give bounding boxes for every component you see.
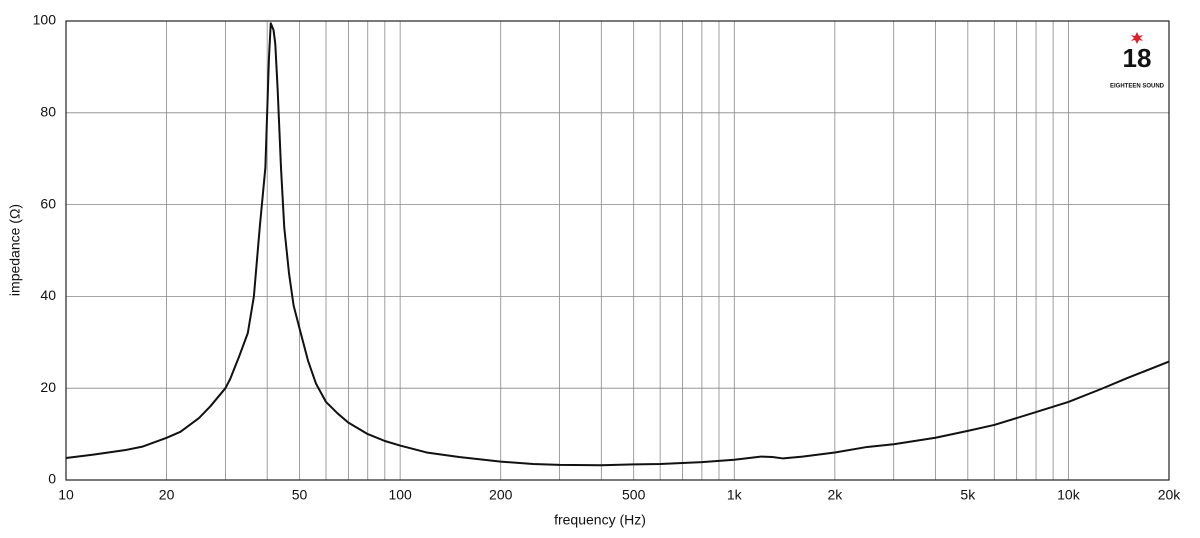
x-tick-label: 10	[58, 487, 74, 503]
y-tick-label: 100	[33, 12, 57, 28]
y-tick-label: 80	[40, 104, 56, 120]
x-tick-label: 50	[292, 487, 308, 503]
x-tick-label: 5k	[960, 487, 976, 503]
y-tick-label: 20	[40, 379, 56, 395]
x-tick-label: 2k	[827, 487, 843, 503]
plot-frame	[66, 21, 1169, 480]
x-tick-label: 20	[159, 487, 175, 503]
x-axis-label: frequency (Hz)	[554, 512, 646, 528]
x-tick-label: 10k	[1057, 487, 1081, 503]
x-tick-label: 500	[622, 487, 646, 503]
x-tick-label: 100	[388, 487, 412, 503]
y-tick-label: 40	[40, 287, 56, 303]
y-tick-label: 0	[48, 471, 56, 487]
x-tick-label: 1k	[727, 487, 743, 503]
logo-text: EIGHTEEN SOUND	[1110, 84, 1165, 90]
x-tick-label: 20k	[1158, 487, 1182, 503]
impedance-line	[66, 23, 1169, 465]
logo: 18 EIGHTEEN SOUND	[1110, 32, 1165, 90]
y-axis-label: impedance (Ω)	[7, 204, 23, 296]
y-tick-label: 60	[40, 195, 56, 211]
x-tick-label: 200	[489, 487, 513, 503]
chart: 20k10k5k2k1k500200100502010100806040200 …	[0, 0, 1200, 533]
logo-number: 18	[1123, 43, 1152, 73]
